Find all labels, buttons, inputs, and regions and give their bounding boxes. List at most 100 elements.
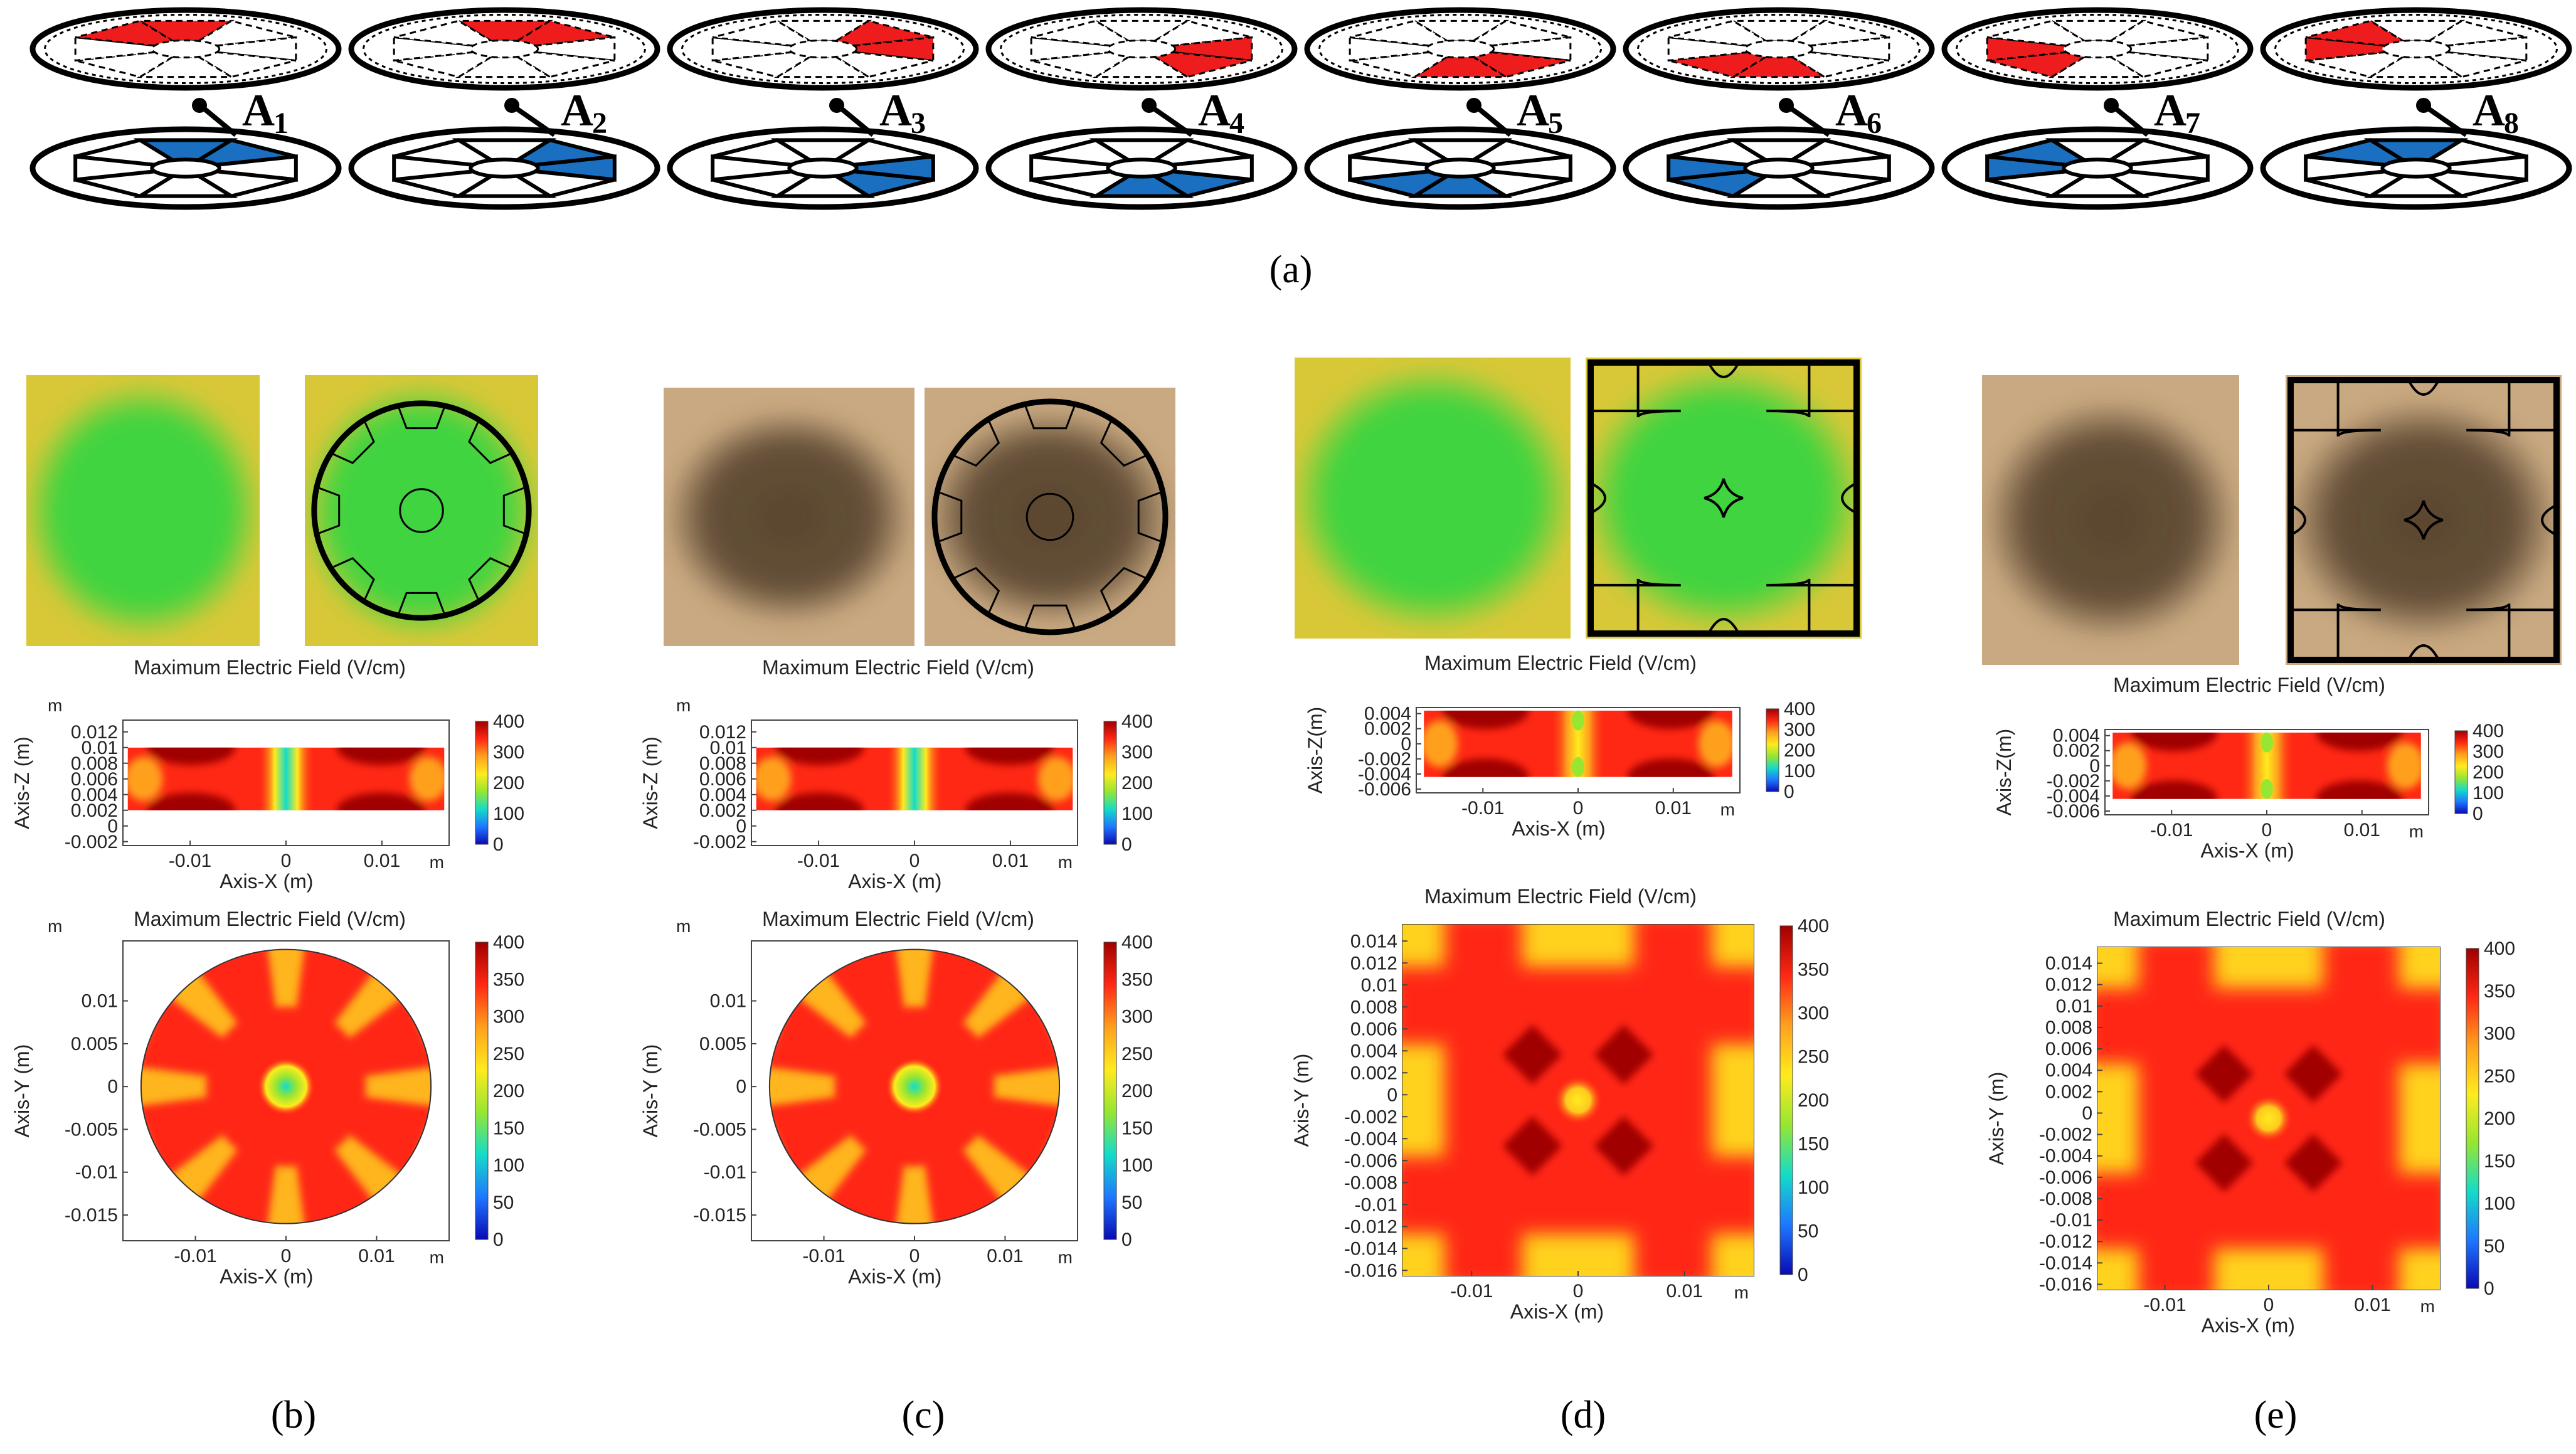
y-tick-label: 0.01 bbox=[82, 738, 118, 758]
activation-label-8: A8 bbox=[2416, 85, 2519, 140]
x-tick-label: -0.01 bbox=[797, 851, 840, 871]
field-peak bbox=[2131, 780, 2218, 799]
field-map bbox=[1402, 925, 1754, 1276]
probe-arrow bbox=[1476, 105, 1512, 137]
y-tick-label: -0.002 bbox=[65, 832, 118, 852]
wheel-top-2 bbox=[348, 7, 660, 91]
field-peak bbox=[1442, 758, 1529, 777]
field-center-band bbox=[257, 747, 315, 810]
y-tick-label: -0.002 bbox=[693, 832, 746, 852]
wheel-segment bbox=[136, 19, 235, 42]
activation-label-6: A6 bbox=[1779, 85, 1882, 140]
wheel-bottom-4 bbox=[985, 126, 1298, 210]
electrode-corner bbox=[2291, 380, 2381, 437]
field-edge bbox=[2112, 742, 2147, 789]
wheel-segment bbox=[1789, 51, 1890, 78]
field-peak bbox=[1627, 758, 1714, 777]
photo-c-overlay bbox=[925, 388, 1175, 646]
electrode-tooth bbox=[952, 566, 1000, 615]
activation-letter: A bbox=[1517, 85, 1549, 135]
x-tick-label: -0.01 bbox=[1461, 798, 1504, 819]
chart-title: Maximum Electric Field (V/cm) bbox=[762, 908, 1034, 930]
wheel-hub bbox=[2381, 39, 2451, 59]
colorbar-tick-label: 100 bbox=[2484, 1194, 2515, 1214]
colorbar bbox=[1103, 721, 1117, 845]
wheel-segment bbox=[1092, 56, 1191, 78]
y-unit: m bbox=[676, 696, 691, 715]
colorbar-tick-label: 150 bbox=[1798, 1134, 1829, 1155]
field-center bbox=[1553, 1075, 1603, 1125]
probe-head bbox=[829, 98, 844, 113]
field-peak bbox=[2284, 1044, 2343, 1103]
wheel-bottom-2 bbox=[348, 126, 660, 210]
electrode-tooth bbox=[468, 557, 513, 602]
field-peak bbox=[2131, 732, 2218, 751]
chart-title: Maximum Electric Field (V/cm) bbox=[1424, 652, 1697, 674]
y-tick-label: 0.005 bbox=[71, 1034, 118, 1054]
probe-arrow bbox=[201, 105, 238, 137]
wheel-tick-ring bbox=[681, 13, 965, 85]
plate-outline bbox=[768, 948, 1061, 1224]
activation-letter: A bbox=[1835, 85, 1868, 135]
y-tick-label: -0.004 bbox=[2039, 1146, 2092, 1167]
wheel-tick-ring bbox=[1637, 13, 1921, 85]
wheel-top-7 bbox=[1941, 7, 2254, 91]
electrode-corner bbox=[1766, 363, 1857, 418]
wheel-top-6 bbox=[1623, 7, 1935, 91]
x-tick-label: -0.01 bbox=[2143, 1295, 2186, 1315]
y-tick-label: 0 bbox=[1401, 734, 1411, 755]
y-tick-label: 0.01 bbox=[82, 991, 118, 1012]
field-center bbox=[2244, 1094, 2293, 1143]
probe-arrow bbox=[1788, 105, 1831, 137]
electrode-tooth bbox=[1024, 604, 1076, 630]
colorbar bbox=[475, 942, 489, 1240]
wheel-bottom-6 bbox=[1623, 126, 1935, 210]
colorbar bbox=[1779, 925, 1793, 1275]
field-edge bbox=[409, 756, 445, 801]
y-tick-label: -0.005 bbox=[693, 1119, 746, 1140]
field-map bbox=[769, 949, 1060, 1224]
colorbar-tick-label: 250 bbox=[493, 1044, 524, 1064]
x-tick-label: 0.01 bbox=[2344, 820, 2380, 841]
x-axis-label: Axis-X (m) bbox=[1510, 1300, 1604, 1323]
colorbar-tick-label: 400 bbox=[1121, 932, 1153, 953]
colorbar-tick-label: 100 bbox=[493, 804, 524, 824]
y-tick-label: 0.008 bbox=[699, 753, 746, 774]
wheel-segment bbox=[514, 51, 615, 78]
colorbar-tick-label: 0 bbox=[2484, 1278, 2494, 1299]
wheel-segment bbox=[1668, 19, 1769, 47]
colorbar-tick-label: 50 bbox=[493, 1192, 514, 1213]
x-unit: m bbox=[1720, 800, 1735, 819]
activation-letter: A bbox=[879, 85, 912, 135]
colorbar-tick-label: 200 bbox=[493, 1081, 524, 1101]
field-center-spot bbox=[2261, 732, 2273, 753]
electrode-tooth bbox=[502, 486, 527, 535]
electrode-tooth bbox=[468, 419, 513, 464]
colorbar-tick-label: 400 bbox=[2484, 938, 2515, 959]
y-tick-label: 0.006 bbox=[2045, 1039, 2092, 1059]
center-electrode bbox=[2404, 500, 2444, 540]
colorbar-tick-label: 300 bbox=[1121, 742, 1153, 763]
colorbar-tick-label: 200 bbox=[1798, 1090, 1829, 1111]
x-tick-label: 0 bbox=[1573, 1281, 1584, 1302]
wheel-segment bbox=[2305, 19, 2406, 47]
colorbar-tick-label: 400 bbox=[493, 711, 524, 732]
electrode-tooth bbox=[1137, 491, 1163, 543]
colorbar-tick-label: 350 bbox=[493, 969, 524, 990]
chart-d-top: Maximum Electric Field (V/cm) -0.01 0 0.01 m… bbox=[1290, 885, 1829, 1323]
wheel-segment bbox=[1729, 19, 1828, 42]
colorbar-tick-label: 200 bbox=[2484, 1108, 2515, 1129]
colorbar-tick-label: 400 bbox=[1121, 711, 1153, 732]
y-tick-label: -0.008 bbox=[2039, 1189, 2092, 1209]
chart-title: Maximum Electric Field (V/cm) bbox=[2113, 674, 2385, 696]
wheel-tick-ring bbox=[1956, 13, 2239, 85]
colorbar-tick-label: 50 bbox=[1798, 1221, 1818, 1242]
y-tick-label: 0.002 bbox=[699, 800, 746, 821]
electrode-notch bbox=[1590, 482, 1606, 514]
y-tick-label: -0.012 bbox=[2039, 1231, 2092, 1252]
x-unit: m bbox=[1734, 1283, 1749, 1302]
electrode-corner bbox=[2291, 603, 2381, 660]
photo-field-area bbox=[26, 380, 260, 641]
electrode-notch bbox=[1841, 482, 1857, 514]
colorbar-tick-label: 200 bbox=[1121, 1081, 1153, 1101]
